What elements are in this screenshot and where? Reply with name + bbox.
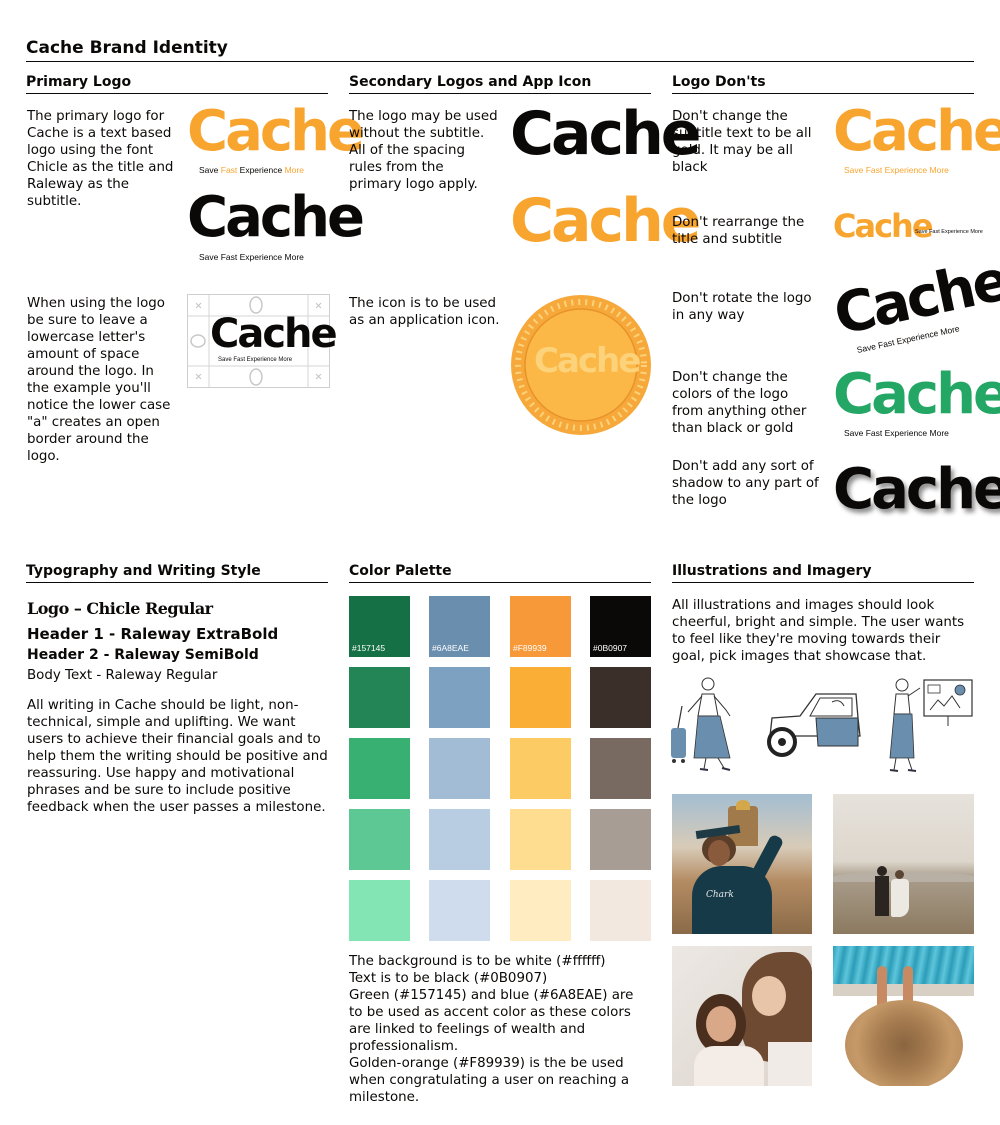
- dont-shadow-logo: Cache: [833, 457, 1000, 522]
- logo-title: Cache: [828, 248, 1000, 349]
- swatch-hex-label: #157145: [352, 643, 386, 653]
- logo-subtitle: Save Fast Experience More: [915, 229, 983, 235]
- logo-title: Cache: [210, 311, 338, 357]
- app-icon: Cache: [510, 294, 652, 436]
- section-divider: [349, 93, 651, 94]
- color-swatch: [590, 880, 651, 941]
- writing-style-paragraph: All writing in Cache should be light, no…: [27, 698, 328, 815]
- presenter-illustration: [889, 678, 973, 772]
- swatch-hex-label: #6A8EAE: [432, 643, 469, 653]
- app-icon-text: Cache: [534, 341, 641, 381]
- color-swatch: [510, 738, 571, 799]
- color-swatch: [349, 667, 410, 728]
- primary-logo-heading: Primary Logo: [26, 74, 132, 90]
- color-swatch: [590, 738, 651, 799]
- car-illustration: [767, 693, 861, 757]
- palette-note: Green (#157145) and blue (#6A8EAE) are t…: [349, 988, 634, 1054]
- color-swatch: [510, 667, 571, 728]
- color-swatch: [429, 809, 490, 870]
- logo-title: Cache: [187, 99, 365, 164]
- color-swatch: #0B0907: [590, 596, 651, 657]
- color-swatch: [590, 809, 651, 870]
- palette-notes: The background is to be white (#ffffff) …: [349, 953, 651, 1106]
- logo-title: Cache: [833, 99, 1000, 164]
- section-divider: [349, 582, 651, 583]
- color-swatch: [349, 738, 410, 799]
- dont-item: Don't add any sort of shadow to any part…: [672, 459, 819, 508]
- color-swatch: [590, 667, 651, 728]
- section-divider: [26, 582, 328, 583]
- dont-item: Don't rearrange the title and subtitle: [672, 215, 805, 247]
- mother-daughter-photo: [672, 946, 812, 1086]
- secondary-logo-black: Cache: [510, 99, 701, 169]
- dont-item: Don't rotate the logo in any way: [672, 291, 812, 323]
- swatch-hex-label: #0B0907: [593, 643, 628, 653]
- color-swatch: [429, 667, 490, 728]
- spacing-rule-description: When using the logo be sure to leave a l…: [27, 296, 171, 464]
- color-swatch: [429, 738, 490, 799]
- secondary-logo-description: The logo may be used without the subtitl…: [349, 109, 498, 192]
- couple-photo: [833, 794, 974, 934]
- dont-gold-subtitle-logo: Cache Save Fast Experience More: [833, 104, 1000, 178]
- logo-donts-heading: Logo Don'ts: [672, 74, 766, 90]
- sweater-text: Chark: [706, 890, 734, 900]
- palette-note: Text is to be black (#0B0907): [349, 971, 548, 986]
- logo-subtitle: Save Fast Experience More: [844, 165, 949, 175]
- secondary-logos-heading: Secondary Logos and App Icon: [349, 74, 592, 90]
- color-swatch: [510, 809, 571, 870]
- color-swatch-grid: #157145 #6A8EAE #F89939 #0B0907: [349, 596, 651, 941]
- typography-body: Body Text - Raleway Regular: [27, 668, 218, 683]
- logo-spacing-diagram: Cache Save Fast Experience More: [187, 294, 338, 388]
- section-divider: [672, 582, 974, 583]
- palette-note: Golden-orange (#F89939) is the be used w…: [349, 1056, 630, 1105]
- typography-logo-font: Logo – Chicle Regular: [27, 599, 213, 618]
- app-icon-description: The icon is to be used as an application…: [349, 296, 500, 328]
- dont-rotated-logo: Cache Save Fast Experience More: [829, 248, 1000, 365]
- logo-subtitle: Save Fast Experience More: [844, 428, 949, 438]
- traveler-illustration: [671, 677, 731, 771]
- logo-subtitle: Save Fast Experience More: [218, 357, 293, 363]
- typography-header2: Header 2 - Raleway SemiBold: [27, 647, 259, 663]
- color-swatch: #F89939: [510, 596, 571, 657]
- swatch-hex-label: #F89939: [513, 643, 547, 653]
- color-swatch: [510, 880, 571, 941]
- color-swatch: [349, 880, 410, 941]
- logo-title: Cache: [187, 185, 365, 250]
- dont-rearranged-logo: Cache Save Fast Experience More: [833, 207, 983, 250]
- typography-heading: Typography and Writing Style: [26, 563, 261, 579]
- logo-subtitle: Save Fast Experience More: [199, 165, 304, 175]
- color-swatch: [429, 880, 490, 941]
- color-swatch: #6A8EAE: [429, 596, 490, 657]
- imagery-description: All illustrations and images should look…: [672, 598, 965, 664]
- dont-item: Don't change the colors of the logo from…: [672, 370, 807, 436]
- palette-note: The background is to be white (#ffffff): [349, 954, 606, 969]
- typography-header1: Header 1 - Raleway ExtraBold: [27, 625, 279, 643]
- color-swatch: [349, 809, 410, 870]
- section-divider: [26, 93, 328, 94]
- primary-logo-black: Cache Save Fast Experience More: [187, 190, 365, 264]
- secondary-logo-gold: Cache: [510, 186, 701, 256]
- graduate-photo: Chark: [672, 794, 812, 934]
- primary-logo-description: The primary logo for Cache is a text bas…: [27, 109, 174, 209]
- dont-recolored-logo: Cache Save Fast Experience More: [833, 367, 1000, 441]
- illustrations-heading: Illustrations and Imagery: [672, 563, 872, 579]
- dont-item: Don't change the subtitle text to be all…: [672, 109, 812, 175]
- logo-title: Cache: [833, 362, 1000, 427]
- primary-logo-gold: Cache Save Fast Experience More: [187, 104, 365, 178]
- color-swatch: #157145: [349, 596, 410, 657]
- title-divider: [26, 61, 974, 62]
- section-divider: [672, 93, 974, 94]
- logo-title: Cache: [833, 207, 934, 245]
- page-title: Cache Brand Identity: [26, 38, 228, 58]
- color-palette-heading: Color Palette: [349, 563, 452, 579]
- logo-subtitle: Save Fast Experience More: [199, 252, 304, 262]
- pool-hat-photo: [833, 946, 974, 1086]
